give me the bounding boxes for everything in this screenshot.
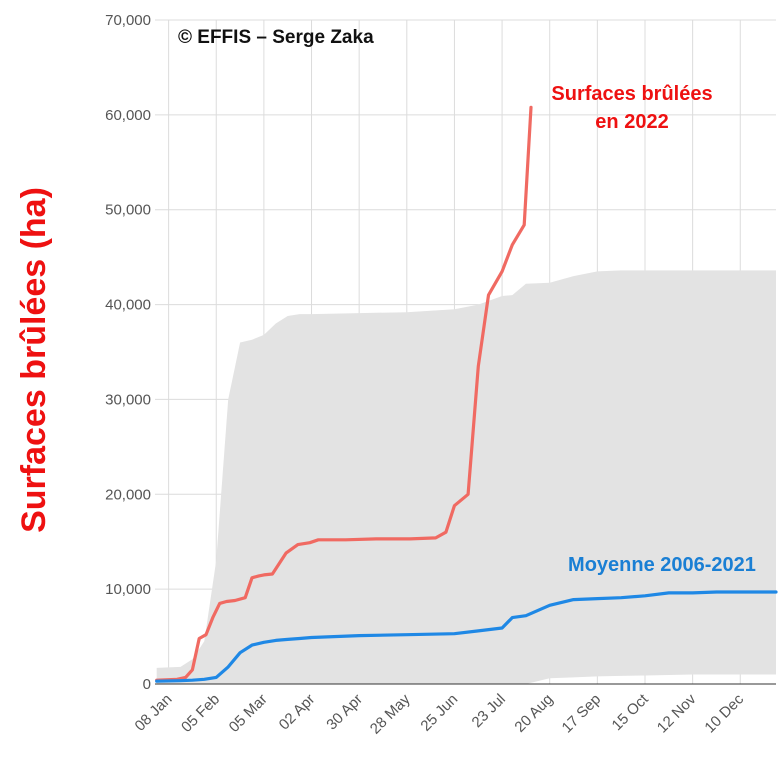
range-band-area xyxy=(156,270,776,684)
x-tick-label: 08 Jan xyxy=(132,691,176,735)
x-tick-label: 30 Apr xyxy=(323,691,366,734)
y-tick-label: 20,000 xyxy=(105,486,151,503)
x-tick-label: 20 Aug xyxy=(511,691,556,736)
series-label-2022: Surfaces brûlées en 2022 xyxy=(551,83,712,133)
y-tick-label: 60,000 xyxy=(105,107,151,124)
x-tick-label: 28 May xyxy=(367,690,414,737)
series-label-2022-line2: en 2022 xyxy=(595,111,668,133)
y-tick-label: 30,000 xyxy=(105,391,151,408)
series-label-average: Moyenne 2006-2021 xyxy=(568,554,756,576)
x-tick-label: 10 Dec xyxy=(701,690,747,736)
y-axis-title: Surfaces brûlées (ha) xyxy=(15,187,53,533)
y-tick-label: 50,000 xyxy=(105,202,151,219)
y-tick-label: 40,000 xyxy=(105,297,151,314)
x-tick-label: 12 Nov xyxy=(654,690,700,736)
series-label-2022-line1: Surfaces brûlées xyxy=(551,83,712,105)
x-tick-label: 05 Feb xyxy=(178,691,223,736)
series-lines xyxy=(155,105,778,683)
x-tick-label: 05 Mar xyxy=(226,691,271,736)
series-line-average xyxy=(155,590,778,683)
x-tick-label: 23 Jul xyxy=(469,691,509,731)
credit-text: © EFFIS – Serge Zaka xyxy=(178,27,374,48)
y-tick-label: 10,000 xyxy=(105,581,151,598)
x-tick-label: 02 Apr xyxy=(276,691,319,734)
series-line-2022 xyxy=(155,105,533,682)
x-tick-label: 25 Jun xyxy=(417,691,461,735)
y-tick-label: 0 xyxy=(143,676,151,693)
x-tick-label: 17 Sep xyxy=(559,691,605,737)
y-tick-label: 70,000 xyxy=(105,12,151,29)
x-tick-label: 15 Oct xyxy=(609,690,653,734)
range-band xyxy=(156,270,776,684)
